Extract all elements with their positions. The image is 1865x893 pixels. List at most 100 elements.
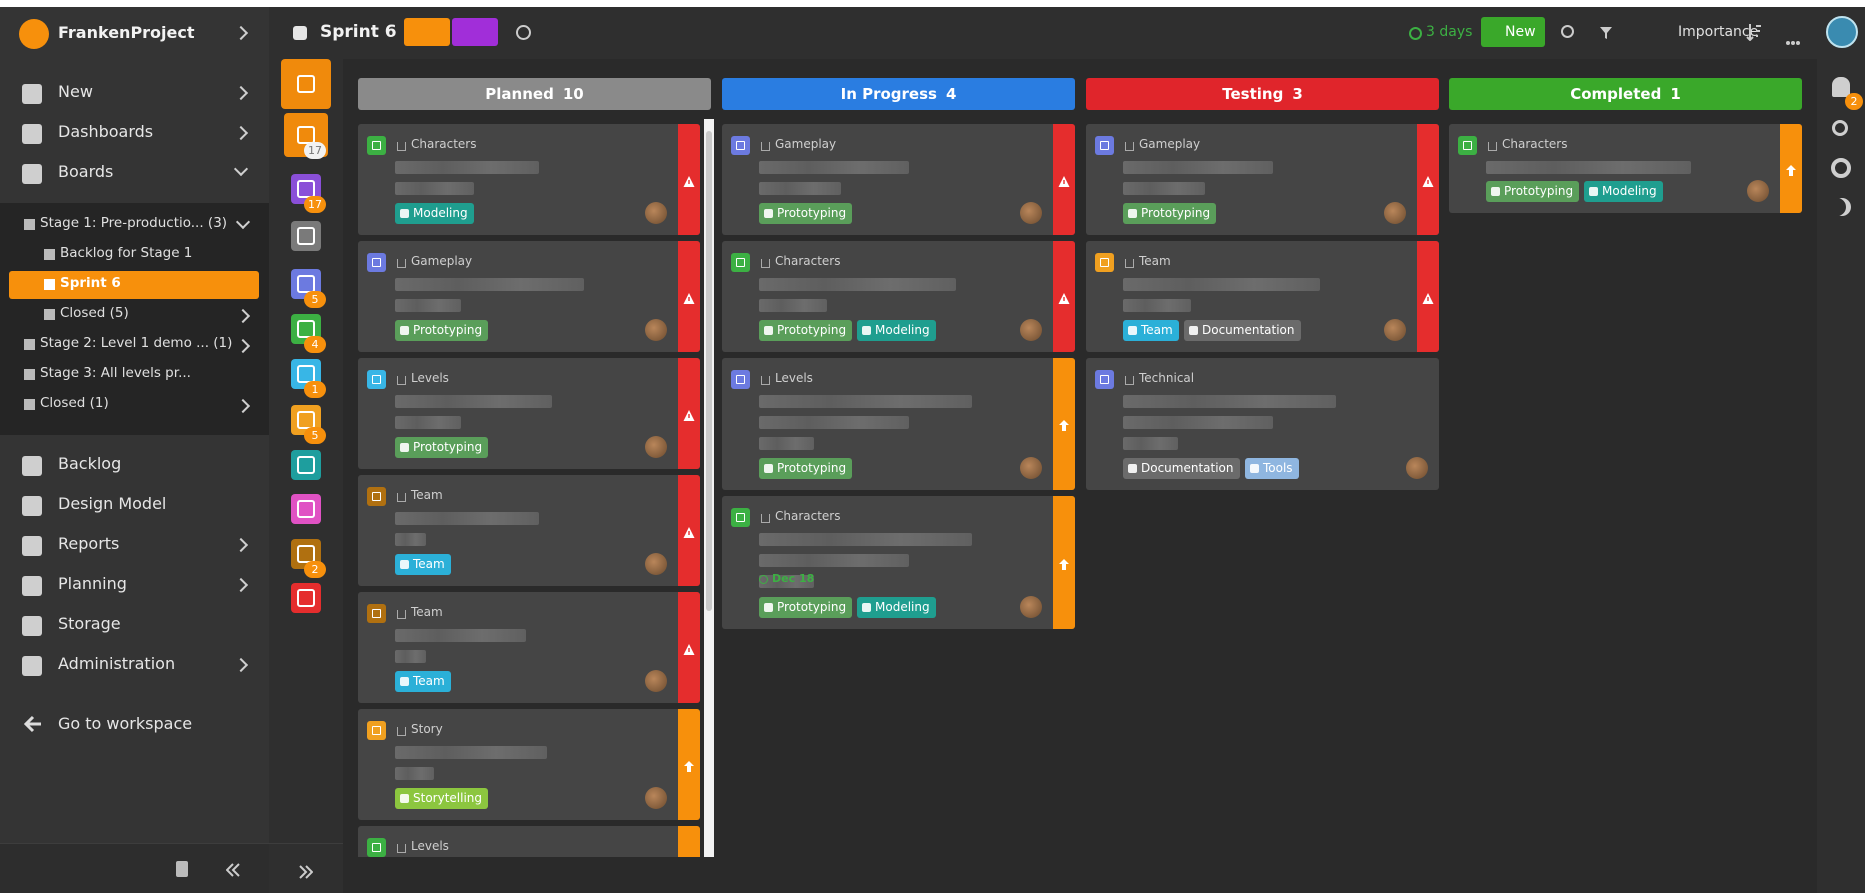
tag[interactable]: Prototyping xyxy=(759,597,853,618)
card[interactable]: Technical Documentation Tools xyxy=(1086,358,1439,490)
search-button[interactable] xyxy=(1561,25,1574,38)
card[interactable]: Characters Prototyping Modeling xyxy=(722,241,1075,352)
tree-item[interactable]: Closed (1) xyxy=(40,395,109,411)
collapse-button[interactable] xyxy=(225,862,240,877)
rail-glyph xyxy=(297,275,315,293)
tag[interactable]: Prototyping xyxy=(759,458,853,479)
chevron xyxy=(233,161,249,177)
tree-item[interactable]: Stage 1: Pre-productio... (3) xyxy=(40,215,228,231)
tag[interactable]: Storytelling xyxy=(395,788,489,809)
menu-item[interactable]: Planning xyxy=(58,574,127,593)
rail-button[interactable] xyxy=(291,221,321,251)
board-rail: 17 17 5 4 1 5 2 xyxy=(269,7,343,893)
badge: 4 xyxy=(304,336,326,353)
menu-item[interactable]: Administration xyxy=(58,654,176,673)
tag[interactable]: Documentation xyxy=(1184,320,1301,341)
menu-item[interactable]: Storage xyxy=(58,614,121,633)
category-glyph xyxy=(397,493,406,502)
tag[interactable]: Documentation xyxy=(1123,458,1240,479)
tag[interactable]: Modeling xyxy=(857,320,936,341)
card[interactable]: Levels Prototyping xyxy=(358,358,700,469)
theme-button[interactable] xyxy=(1833,198,1851,216)
card[interactable]: Team Team xyxy=(358,592,700,703)
rail-glyph xyxy=(297,589,315,607)
card[interactable]: Team Team xyxy=(358,475,700,586)
card[interactable]: Levels Prototyping xyxy=(722,358,1075,490)
menu-item[interactable]: Backlog xyxy=(58,454,122,473)
tag[interactable]: Prototyping xyxy=(1486,181,1580,202)
card[interactable]: Characters Prototyping Modeling xyxy=(1449,124,1802,213)
tag[interactable]: Prototyping xyxy=(759,320,853,341)
tag-glyph xyxy=(1128,464,1137,473)
priority-glyph xyxy=(1058,173,1070,187)
view-toggle[interactable] xyxy=(452,18,498,46)
tree-item[interactable]: Closed (5) xyxy=(60,305,129,321)
tag[interactable]: Team xyxy=(1123,320,1179,341)
expand-button[interactable] xyxy=(299,864,314,879)
tree-item[interactable]: Stage 3: All levels pr... xyxy=(40,365,191,381)
menu-item[interactable]: Reports xyxy=(58,534,120,553)
card[interactable]: Team Team Documentation xyxy=(1086,241,1439,352)
tag[interactable]: Team xyxy=(395,671,451,692)
search-button[interactable] xyxy=(1832,120,1848,136)
card[interactable]: Story Storytelling xyxy=(358,709,700,820)
card-glyph xyxy=(372,258,381,267)
card[interactable]: Characters Prototyping Modeling Dec 18 xyxy=(722,496,1075,629)
tag[interactable]: Prototyping xyxy=(395,320,489,341)
project-name[interactable]: FrankenProject xyxy=(58,23,195,42)
badge: 1 xyxy=(304,381,326,398)
card[interactable]: Levels xyxy=(358,826,700,857)
menu-item[interactable]: New xyxy=(58,82,93,101)
menu-item[interactable]: Design Model xyxy=(58,494,167,513)
new-button[interactable] xyxy=(1481,17,1545,47)
tag[interactable]: Prototyping xyxy=(1123,203,1217,224)
menu-item[interactable]: Boards xyxy=(58,162,114,181)
tag[interactable]: Tools xyxy=(1245,458,1299,479)
help-button[interactable] xyxy=(1831,158,1851,178)
priority-strip xyxy=(1053,496,1075,629)
chevron xyxy=(233,85,249,101)
icon xyxy=(1458,136,1477,155)
view-toggle[interactable] xyxy=(404,18,450,46)
tree-item[interactable]: Sprint 6 xyxy=(60,275,121,291)
rail-button[interactable] xyxy=(281,59,331,109)
tree-item[interactable]: Backlog for Stage 1 xyxy=(60,245,193,261)
menu-item[interactable]: Dashboards xyxy=(58,122,154,141)
notifications-button[interactable] xyxy=(1832,77,1850,97)
new-label[interactable]: New xyxy=(1505,24,1536,40)
card[interactable]: Characters Modeling xyxy=(358,124,700,235)
tag[interactable]: Modeling xyxy=(395,203,474,224)
column-heading: Testing 3 xyxy=(1086,85,1439,103)
tag[interactable]: Prototyping xyxy=(759,203,853,224)
tag[interactable]: Prototyping xyxy=(395,437,489,458)
card[interactable]: Gameplay Prototyping xyxy=(358,241,700,352)
column-header: Testing 3 xyxy=(1086,78,1439,110)
card[interactable]: Gameplay Prototyping xyxy=(1086,124,1439,235)
pin-button[interactable] xyxy=(176,861,188,877)
blurred-text xyxy=(1123,437,1178,450)
more-button[interactable] xyxy=(1786,30,1800,45)
tag-glyph xyxy=(764,326,773,335)
tag[interactable]: Team xyxy=(395,554,451,575)
rail-button[interactable] xyxy=(291,494,321,524)
filter-button[interactable] xyxy=(1599,25,1613,39)
card-glyph xyxy=(1463,141,1472,150)
rail-button[interactable] xyxy=(291,450,321,480)
priority-glyph xyxy=(1058,556,1070,570)
card-category: Characters xyxy=(1502,137,1568,151)
blurred-text xyxy=(395,650,427,663)
sort-label[interactable]: Importance xyxy=(1678,24,1759,40)
tree-item[interactable]: Stage 2: Level 1 demo ... (1) xyxy=(40,335,233,351)
avatar[interactable] xyxy=(1826,16,1858,48)
column-header: Completed 1 xyxy=(1449,78,1802,110)
rail-button[interactable] xyxy=(291,583,321,613)
info-button[interactable] xyxy=(516,25,531,40)
card-category: Team xyxy=(1139,254,1171,268)
logo[interactable] xyxy=(19,19,49,49)
workspace-link[interactable]: Go to workspace xyxy=(58,714,193,733)
order-button[interactable] xyxy=(1746,23,1762,42)
tag[interactable]: Modeling xyxy=(857,597,936,618)
card[interactable]: Gameplay Prototyping xyxy=(722,124,1075,235)
icon xyxy=(367,136,386,155)
tag[interactable]: Modeling xyxy=(1584,181,1663,202)
